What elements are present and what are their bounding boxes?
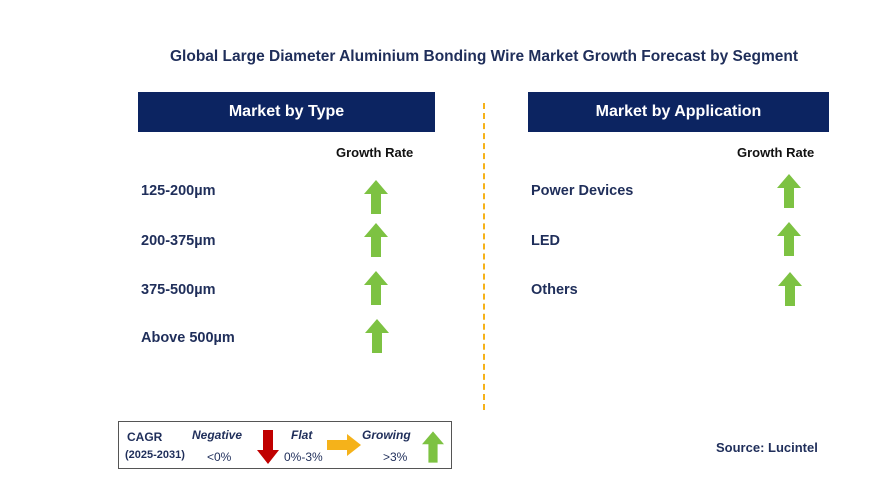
chart-title: Global Large Diameter Aluminium Bonding …	[170, 48, 798, 65]
legend-period: (2025-2031)	[125, 449, 185, 461]
type-row-label: 125-200µm	[141, 183, 216, 199]
application-row-label: LED	[531, 233, 560, 249]
legend-cagr-label: CAGR	[127, 430, 163, 444]
up-arrow-icon	[364, 271, 388, 305]
legend-flat-label: Flat	[291, 428, 313, 442]
up-arrow-icon	[778, 272, 802, 306]
legend-growing-label: Growing	[362, 428, 411, 442]
legend-negative-range: <0%	[207, 450, 232, 464]
source-label: Source: Lucintel	[716, 440, 818, 455]
application-row-label: Power Devices	[531, 183, 634, 199]
legend-negative-label: Negative	[192, 428, 243, 442]
right-arrow-icon	[327, 434, 361, 456]
legend-flat-range: 0%-3%	[284, 450, 323, 464]
market-by-application-header: Market by Application	[528, 92, 829, 132]
up-arrow-icon	[364, 180, 388, 214]
type-row-label: 375-500µm	[141, 282, 216, 298]
up-arrow-icon	[364, 223, 388, 257]
legend-growing-range: >3%	[383, 450, 408, 464]
up-arrow-icon	[777, 222, 801, 256]
cagr-legend: CAGR (2025-2031) Negative <0% Flat 0%-3%…	[118, 421, 452, 469]
market-by-type-header: Market by Type	[138, 92, 435, 132]
up-arrow-icon	[365, 319, 389, 353]
application-growth-rate-label: Growth Rate	[737, 145, 815, 160]
type-growth-rate-label: Growth Rate	[336, 145, 414, 160]
down-arrow-icon	[257, 430, 279, 464]
application-row-label: Others	[531, 282, 578, 298]
panel-divider	[483, 103, 485, 410]
type-row-label: 200-375µm	[141, 233, 216, 249]
up-arrow-icon	[422, 431, 444, 463]
type-row-label: Above 500µm	[141, 330, 235, 346]
up-arrow-icon	[777, 174, 801, 208]
